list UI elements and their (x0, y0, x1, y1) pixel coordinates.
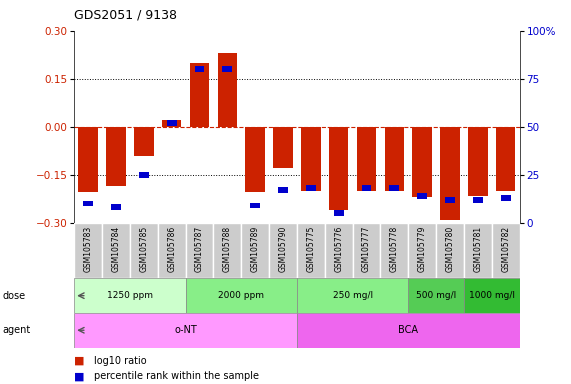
Bar (78, 127, 98, 192)
Bar (162, 120, 182, 127)
Text: GSM105785: GSM105785 (139, 225, 148, 272)
Bar (385, 127, 404, 191)
Bar (408, 223, 436, 278)
Bar (83, 201, 93, 207)
Text: GSM105775: GSM105775 (306, 225, 315, 272)
Text: GDS2051 / 9138: GDS2051 / 9138 (74, 8, 177, 21)
Bar (464, 223, 492, 278)
Text: GSM105788: GSM105788 (223, 225, 232, 271)
Bar (106, 127, 126, 186)
Bar (325, 223, 353, 278)
Text: GSM105787: GSM105787 (195, 225, 204, 272)
Text: GSM105780: GSM105780 (445, 225, 455, 272)
Bar (496, 127, 516, 191)
Bar (214, 223, 241, 278)
Bar (74, 313, 297, 348)
Bar (130, 223, 158, 278)
Text: GSM105786: GSM105786 (167, 225, 176, 272)
Bar (412, 127, 432, 197)
Bar (361, 185, 371, 191)
Text: percentile rank within the sample: percentile rank within the sample (94, 371, 259, 381)
Text: 2000 ppm: 2000 ppm (218, 291, 264, 300)
Text: log10 ratio: log10 ratio (94, 356, 147, 366)
Bar (473, 197, 482, 203)
Bar (74, 278, 186, 313)
Bar (111, 205, 121, 210)
Text: 250 mg/l: 250 mg/l (332, 291, 373, 300)
Bar (139, 172, 148, 178)
Text: BCA: BCA (398, 325, 419, 335)
Text: GSM105779: GSM105779 (417, 225, 427, 272)
Bar (468, 127, 488, 195)
Bar (389, 185, 399, 191)
Bar (241, 223, 269, 278)
Text: GSM105789: GSM105789 (251, 225, 260, 272)
Bar (492, 223, 520, 278)
Bar (380, 223, 408, 278)
Bar (223, 66, 232, 72)
Bar (408, 278, 464, 313)
Text: GSM105778: GSM105778 (390, 225, 399, 272)
Text: GSM105782: GSM105782 (501, 225, 510, 271)
Text: GSM105777: GSM105777 (362, 225, 371, 272)
Text: 500 mg/l: 500 mg/l (416, 291, 456, 300)
Bar (102, 223, 130, 278)
Text: 1250 ppm: 1250 ppm (107, 291, 153, 300)
Bar (297, 223, 325, 278)
Text: ■: ■ (74, 356, 85, 366)
Text: GSM105790: GSM105790 (279, 225, 288, 272)
Bar (352, 223, 380, 278)
Bar (306, 185, 316, 191)
Bar (440, 127, 460, 220)
Text: agent: agent (3, 325, 31, 335)
Bar (218, 53, 237, 127)
Bar (334, 210, 344, 216)
Bar (190, 63, 209, 127)
Text: GSM105783: GSM105783 (83, 225, 93, 272)
Bar (357, 127, 376, 191)
Text: dose: dose (3, 291, 26, 301)
Bar (501, 195, 510, 201)
Bar (167, 120, 176, 126)
Text: GSM105784: GSM105784 (111, 225, 120, 272)
Bar (186, 278, 297, 313)
Bar (195, 66, 204, 72)
Bar (278, 187, 288, 193)
Bar (297, 313, 520, 348)
Bar (158, 223, 186, 278)
Text: GSM105776: GSM105776 (334, 225, 343, 272)
Bar (134, 127, 154, 156)
Text: 1000 mg/l: 1000 mg/l (469, 291, 515, 300)
Bar (246, 127, 265, 192)
Bar (74, 223, 102, 278)
Bar (417, 193, 427, 199)
Bar (269, 223, 297, 278)
Text: ■: ■ (74, 371, 85, 381)
Bar (329, 127, 348, 210)
Bar (301, 127, 320, 191)
Bar (445, 197, 455, 203)
Bar (186, 223, 214, 278)
Bar (250, 203, 260, 208)
Bar (436, 223, 464, 278)
Text: o-NT: o-NT (174, 325, 197, 335)
Bar (297, 278, 408, 313)
Bar (274, 127, 293, 168)
Text: GSM105781: GSM105781 (473, 225, 482, 271)
Bar (464, 278, 520, 313)
